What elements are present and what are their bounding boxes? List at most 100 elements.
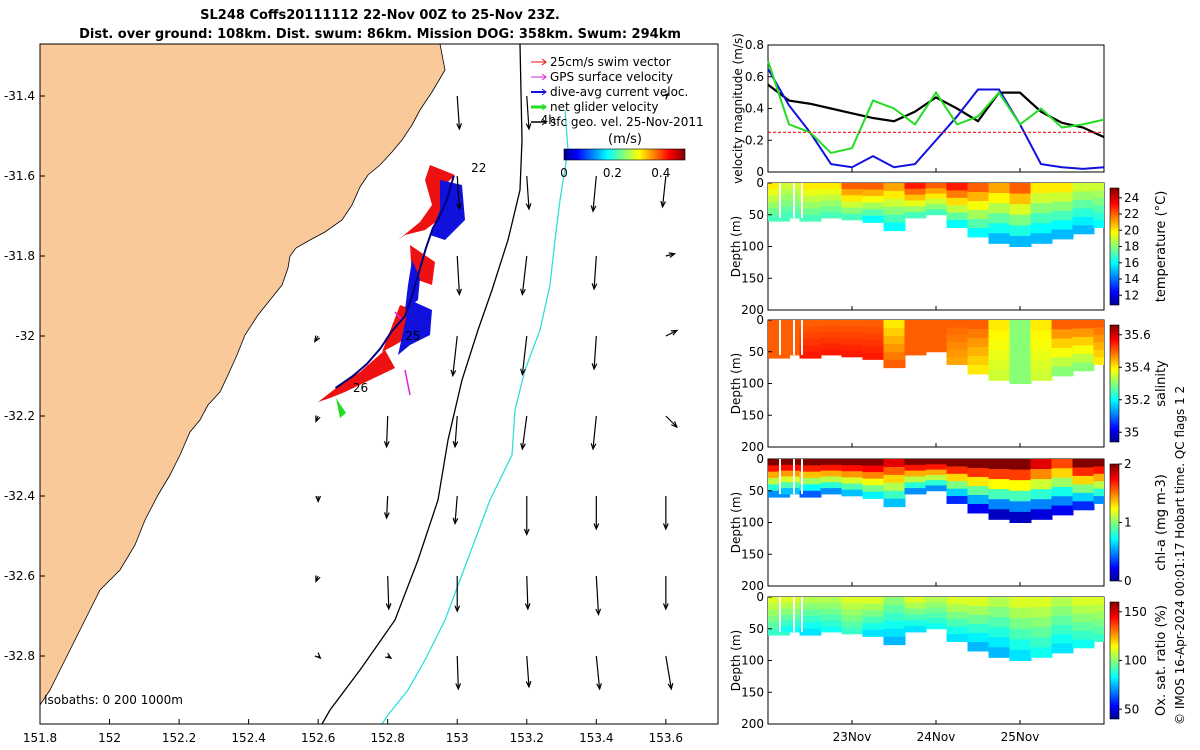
- section-cell: [925, 335, 948, 342]
- sfc-vector-head: [456, 123, 462, 131]
- sfc-vector-head: [525, 123, 532, 131]
- section-cell: [946, 488, 969, 497]
- section-cell: [820, 194, 843, 201]
- sfc-vector: [385, 415, 389, 447]
- section-cell: [1030, 330, 1053, 341]
- sfc-vector-head: [525, 680, 532, 689]
- section-y-tick-label: 0: [756, 313, 764, 327]
- section-cell: [1093, 626, 1104, 635]
- section-cell: [925, 204, 948, 210]
- section-cell: [925, 183, 948, 189]
- sfc-vector: [526, 655, 530, 687]
- section-cell: [862, 352, 885, 360]
- section-cell: [1030, 607, 1053, 618]
- sfc-vector: [665, 329, 678, 337]
- section-cell: [799, 597, 822, 604]
- sfc-vector: [526, 95, 530, 130]
- section-cell: [1072, 320, 1095, 329]
- section-cell: [946, 212, 969, 221]
- section-cell: [1051, 606, 1074, 617]
- section-cell: [841, 489, 864, 497]
- section-colorbar-tick-label: 14: [1124, 272, 1139, 286]
- section-cell: [778, 212, 801, 219]
- section-cell: [1072, 199, 1095, 209]
- section-cell: [904, 459, 927, 466]
- section-cell: [883, 198, 906, 208]
- section-cell: [799, 214, 822, 222]
- section-cell: [778, 459, 801, 466]
- section-cell: [1072, 484, 1095, 494]
- section-cell: [967, 494, 990, 505]
- sfc-vector-head: [726, 603, 731, 609]
- section-cell: [799, 189, 822, 197]
- section-cell: [883, 628, 906, 638]
- section-cell: [841, 338, 864, 346]
- map-y-tick-label: -31.6: [4, 169, 35, 183]
- sfc-vector: [521, 255, 528, 295]
- section-cell: [1009, 469, 1032, 481]
- section-cell: [1093, 220, 1104, 228]
- section-y-tick-label: 100: [741, 654, 764, 668]
- sfc-vector-head: [736, 332, 742, 337]
- section-cell: [1009, 639, 1032, 651]
- section-cell: [799, 465, 822, 473]
- section-cell: [1030, 469, 1053, 480]
- section-cell: [967, 614, 990, 625]
- section-y-tick-label: 100: [741, 377, 764, 391]
- section-cell: [925, 485, 948, 492]
- section-cell: [904, 331, 927, 338]
- section-cell: [967, 355, 990, 366]
- credit-text: © IMOS 16-Apr-2024 00:01:17 Hobart time.…: [1173, 386, 1187, 725]
- section-cell: [799, 628, 822, 636]
- section-cell: [1009, 511, 1032, 523]
- section-cell: [1030, 183, 1053, 194]
- section-cell: [1030, 499, 1053, 510]
- section-cell: [988, 509, 1011, 520]
- section-cell: [946, 459, 969, 467]
- section-cell: [904, 188, 927, 196]
- section-cell: [1093, 619, 1104, 628]
- section-cell: [799, 471, 822, 479]
- section-cell: [862, 209, 885, 217]
- section-cell: [883, 474, 906, 484]
- section-cell: [988, 320, 1011, 331]
- sfc-vector-head: [591, 363, 598, 371]
- section-colorbar-tick-label: 24: [1124, 191, 1139, 205]
- section-cell: [883, 604, 906, 614]
- section-cell: [862, 346, 885, 354]
- sfc-vector-head: [520, 368, 526, 377]
- section-cell: [862, 189, 885, 197]
- section-cell: [1009, 649, 1032, 661]
- section-cell: [1072, 492, 1095, 502]
- isobath-1000m: [381, 109, 569, 724]
- sfc-vector-head: [660, 200, 666, 209]
- section-cell: [841, 201, 864, 209]
- map-y-tick-label: -32.2: [4, 409, 35, 423]
- section-colorbar: [1109, 324, 1120, 443]
- section-panel: 0 50 100 150 200 Depth (m) 23Nov 24Nov 25Nov 50 10…: [729, 590, 1169, 744]
- section-cell: [1009, 351, 1032, 363]
- section-cell: [1072, 475, 1095, 485]
- section-cell: [904, 320, 927, 327]
- section-colorbar: [1109, 463, 1120, 582]
- section-y-axis-label: Depth (m): [729, 630, 743, 691]
- section-cell: [799, 622, 822, 630]
- section-cell: [904, 614, 927, 621]
- section-cell: [988, 469, 1011, 480]
- section-cell: [841, 609, 864, 616]
- section-cell: [862, 610, 885, 618]
- section-cell: [904, 212, 927, 219]
- section-cell: [904, 488, 927, 495]
- section-cell: [1051, 597, 1074, 607]
- section-cell: [841, 207, 864, 215]
- section-cell: [946, 334, 969, 343]
- map-x-tick-label: 153.2: [510, 731, 544, 745]
- sfc-vector: [454, 415, 458, 447]
- section-cell: [1030, 203, 1053, 214]
- section-panel: 0 50 100 150 200 Depth (m) 35 35.2 35.4 35.6 salin…: [729, 313, 1169, 454]
- isobath-200m: [321, 44, 523, 724]
- section-cell: [820, 320, 843, 327]
- sfc-vector-head: [668, 252, 677, 258]
- sfc-vector-head: [591, 283, 598, 291]
- section-cell: [841, 344, 864, 352]
